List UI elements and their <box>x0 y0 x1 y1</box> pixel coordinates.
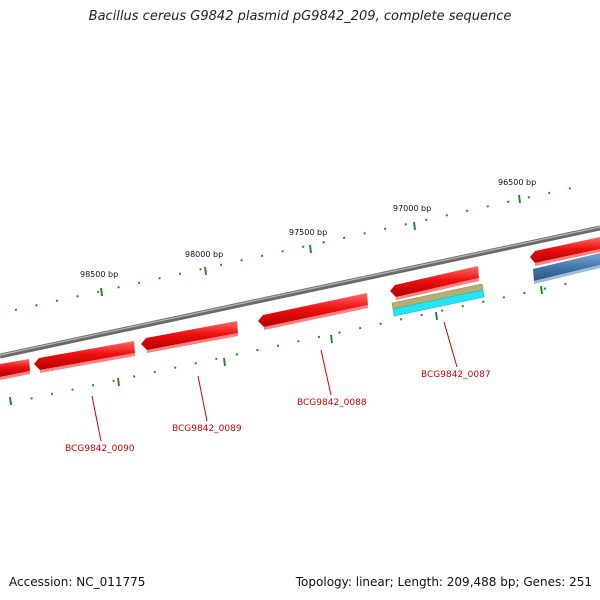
scale-tick <box>223 357 226 367</box>
map-title: Bacillus cereus G9842 plasmid pG9842_209… <box>88 9 512 24</box>
scale-label: 98000 bp <box>185 250 223 259</box>
gene-block[interactable] <box>533 253 600 284</box>
scale-label: 97500 bp <box>289 228 327 237</box>
gene-label: BCG9842_0087 <box>421 370 491 380</box>
scale-tick <box>9 396 12 406</box>
scale-tick <box>435 311 438 321</box>
scale-tick <box>117 377 120 387</box>
gene-arrow[interactable] <box>258 293 368 330</box>
scale-label: 96500 bp <box>498 178 536 187</box>
scale-tick <box>330 334 333 344</box>
label-leader <box>91 395 102 442</box>
gene-label: BCG9842_0089 <box>172 424 242 434</box>
label-leader <box>443 321 458 368</box>
gene-label: BCG9842_0088 <box>297 398 367 408</box>
gene-arrow[interactable] <box>141 321 238 353</box>
outer-ruler <box>14 184 586 311</box>
sequence-backbone <box>0 225 600 359</box>
scale-tick <box>100 287 103 297</box>
gene-arrow[interactable] <box>390 266 479 300</box>
scale-label: 97000 bp <box>393 204 431 213</box>
scale-label: 98500 bp <box>80 270 118 279</box>
scale-tick <box>204 266 207 276</box>
scale-tick <box>309 244 312 254</box>
summary-text: Topology: linear; Length: 209,488 bp; Ge… <box>295 575 592 589</box>
scale-tick <box>540 285 543 295</box>
accession-text: Accession: NC_011775 <box>9 575 146 589</box>
inner-ruler <box>9 279 586 406</box>
gene-label: BCG9842_0090 <box>65 444 135 454</box>
gene-arrow[interactable] <box>0 359 30 380</box>
gene-arrow[interactable] <box>34 341 135 373</box>
label-leader <box>197 375 208 422</box>
label-leader <box>320 349 332 396</box>
gene-arrow[interactable] <box>530 237 600 266</box>
scale-tick <box>413 221 416 231</box>
scale-tick <box>518 194 521 204</box>
feature-block[interactable] <box>391 283 485 317</box>
